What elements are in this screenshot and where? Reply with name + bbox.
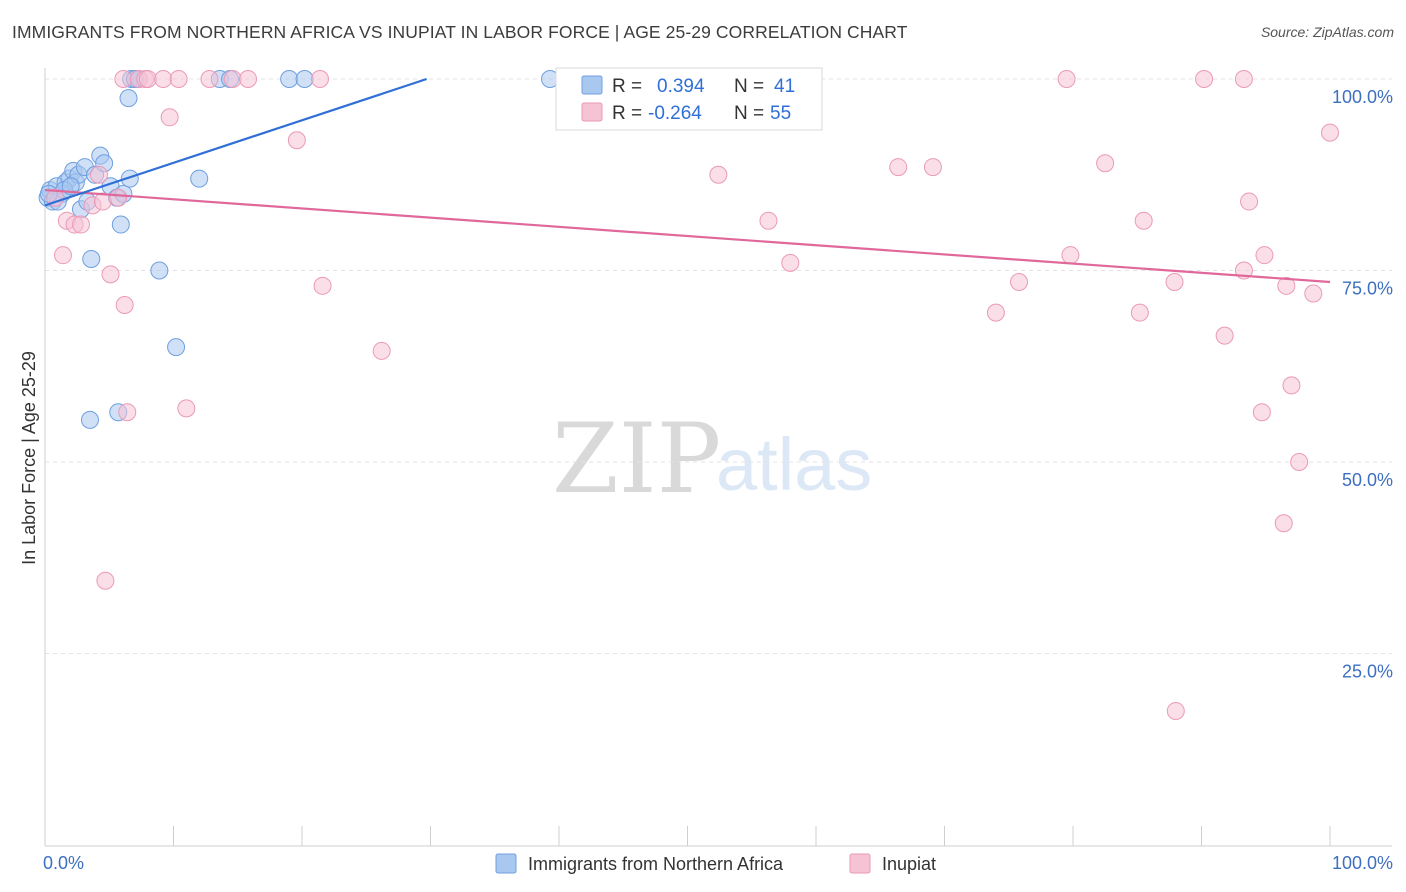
y-tick-labels: 25.0% 50.0% 75.0% 100.0% xyxy=(1332,87,1393,682)
inupiat-point xyxy=(759,211,778,230)
northern-africa-point xyxy=(295,70,314,88)
inupiat-point xyxy=(109,188,128,207)
series-inupiat-points xyxy=(46,70,1339,720)
inupiat-point xyxy=(114,70,133,88)
northern-africa-point xyxy=(80,410,99,429)
stats-swatch-pink xyxy=(581,102,603,122)
inupiat-point xyxy=(89,165,108,184)
watermark: ZIP atlas xyxy=(552,403,872,515)
x-tick-label: 0.0% xyxy=(43,853,84,873)
series-legend: Immigrants from Northern Africa Inupiat xyxy=(495,853,936,874)
source-credit: Source: ZipAtlas.com xyxy=(1260,24,1394,40)
inupiat-point xyxy=(154,70,173,88)
inupiat-point xyxy=(1274,514,1293,533)
northern-africa-point xyxy=(119,89,138,108)
inupiat-point xyxy=(1166,701,1185,720)
inupiat-point xyxy=(1215,326,1234,345)
stats-n-label-pink: N = xyxy=(734,103,764,124)
y-tick-label: 25.0% xyxy=(1342,662,1393,682)
inupiat-point xyxy=(1234,70,1253,88)
inupiat-point xyxy=(169,70,188,88)
series-northern-africa-points xyxy=(38,70,560,429)
inupiat-point xyxy=(709,165,728,184)
northern-africa-point xyxy=(190,169,209,188)
inupiat-point xyxy=(1240,192,1259,211)
inupiat-point xyxy=(781,253,800,272)
inupiat-point xyxy=(115,295,134,314)
inupiat-point xyxy=(372,341,391,360)
inupiat-point xyxy=(1010,272,1029,291)
inupiat-point xyxy=(1061,246,1080,265)
x-tick-label: 100.0% xyxy=(1332,853,1393,873)
legend-label-northern-africa: Immigrants from Northern Africa xyxy=(528,854,784,874)
watermark-zip: ZIP xyxy=(552,403,721,515)
inupiat-point xyxy=(177,399,196,418)
inupiat-point xyxy=(46,188,65,207)
inupiat-point xyxy=(1321,123,1339,142)
axes xyxy=(44,68,1392,847)
inupiat-point xyxy=(239,70,258,88)
stats-r-value-blue: 0.394 xyxy=(657,76,705,97)
y-tick-label: 100.0% xyxy=(1332,87,1393,107)
watermark-atlas: atlas xyxy=(716,423,872,506)
inupiat-point xyxy=(1282,376,1301,395)
northern-africa-point xyxy=(61,177,80,196)
inupiat-point xyxy=(1096,154,1115,173)
y-tick-label: 75.0% xyxy=(1342,279,1393,299)
inupiat-point xyxy=(1165,272,1184,291)
gridlines xyxy=(45,78,1392,654)
inupiat-point xyxy=(118,403,137,422)
stats-n-value-blue: 41 xyxy=(774,76,795,97)
inupiat-point xyxy=(1290,453,1309,471)
northern-africa-point xyxy=(280,70,299,88)
inupiat-point xyxy=(96,571,115,590)
inupiat-point xyxy=(1255,246,1274,265)
inupiat-point xyxy=(1252,403,1271,422)
inupiat-point xyxy=(223,70,242,88)
stats-r-label-pink: R = xyxy=(612,103,642,124)
northern-africa-point xyxy=(167,338,186,357)
chart-title: IMMIGRANTS FROM NORTHERN AFRICA VS INUPI… xyxy=(12,22,908,42)
x-tick-labels: 0.0% 100.0% xyxy=(43,853,1393,873)
y-axis-title: In Labor Force | Age 25-29 xyxy=(19,351,39,565)
stats-n-label-blue: N = xyxy=(734,76,764,97)
inupiat-point xyxy=(1057,70,1076,88)
inupiat-point xyxy=(71,215,90,234)
legend-swatch-northern-africa xyxy=(495,853,517,874)
stats-r-label-blue: R = xyxy=(612,76,642,97)
northern-africa-point xyxy=(150,261,169,280)
inupiat-trend-line xyxy=(44,188,1331,284)
legend-label-inupiat: Inupiat xyxy=(882,854,936,874)
inupiat-point xyxy=(160,108,179,127)
stats-n-value-pink: 55 xyxy=(770,103,791,124)
inupiat-point xyxy=(200,70,219,88)
inupiat-point xyxy=(1134,211,1153,230)
inupiat-point xyxy=(1277,276,1296,295)
inupiat-point xyxy=(1195,70,1214,88)
inupiat-point xyxy=(986,303,1005,322)
inupiat-point xyxy=(101,265,120,284)
inupiat-point xyxy=(1130,303,1149,322)
inupiat-point xyxy=(313,276,332,295)
legend-swatch-inupiat xyxy=(849,853,871,874)
inupiat-point xyxy=(53,246,72,265)
inupiat-point xyxy=(889,158,908,177)
stats-r-value-pink: -0.264 xyxy=(648,103,702,124)
inupiat-point xyxy=(287,131,306,150)
trend-lines xyxy=(44,77,1331,284)
northern-africa-point xyxy=(120,169,139,188)
inupiat-point xyxy=(310,70,329,88)
inupiat-point xyxy=(138,70,157,88)
inupiat-point xyxy=(1304,284,1323,303)
y-tick-label: 50.0% xyxy=(1342,470,1393,490)
northern-africa-point xyxy=(111,215,130,234)
northern-africa-trend-line xyxy=(44,77,427,207)
stats-legend: R = 0.394 N = 41 R = -0.264 N = 55 xyxy=(555,67,823,131)
inupiat-point xyxy=(923,158,942,177)
northern-africa-point xyxy=(82,250,101,269)
stats-swatch-blue xyxy=(581,75,603,95)
